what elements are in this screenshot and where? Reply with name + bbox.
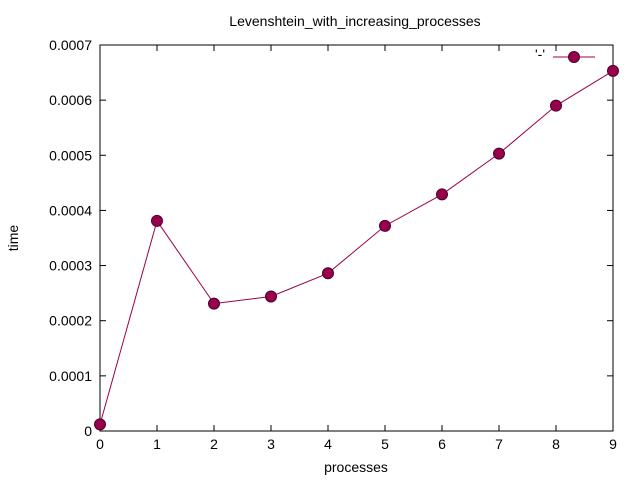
data-point [94,418,106,431]
data-point [208,297,220,310]
data-point [550,99,562,112]
y-tick-label: 0.0007 [49,37,92,53]
y-axis-label: time [5,225,21,252]
x-axis: 0 1 2 3 4 5 6 7 8 9 [96,45,617,452]
x-tick-label: 6 [438,436,446,452]
legend: '-' [535,46,595,63]
data-point [322,267,334,280]
x-axis-label: processes [324,459,388,475]
y-tick-label: 0.0005 [49,147,92,163]
x-tick-label: 1 [153,436,161,452]
x-tick-label: 4 [324,436,332,452]
data-point [493,147,505,160]
legend-label: '-' [535,46,545,62]
data-point [436,188,448,201]
y-tick-label: 0.0001 [49,368,92,384]
x-tick-label: 7 [495,436,503,452]
x-tick-label: 2 [210,436,218,452]
data-point [379,219,391,232]
x-tick-label: 0 [96,436,104,452]
y-tick-label: 0.0006 [49,92,92,108]
x-tick-label: 3 [267,436,275,452]
data-point [151,214,163,227]
y-tick-label: 0.0002 [49,313,92,329]
legend-marker [568,51,580,63]
x-tick-label: 5 [381,436,389,452]
series-line [99,70,614,425]
y-axis: 0 0.0001 0.0002 0.0003 0.0004 0.0005 0.0006 0.0… [49,37,613,439]
y-tick-label: 0.0003 [49,258,92,274]
chart-title: Levenshtein_with_increasing_processes [229,13,480,29]
x-tick-label: 8 [552,436,560,452]
x-tick-label: 9 [609,436,617,452]
series-group [94,64,619,431]
data-point [265,290,277,303]
y-tick-label: 0 [84,423,92,439]
data-point [607,64,619,77]
y-tick-label: 0.0004 [49,202,92,218]
plot-border [99,44,614,432]
